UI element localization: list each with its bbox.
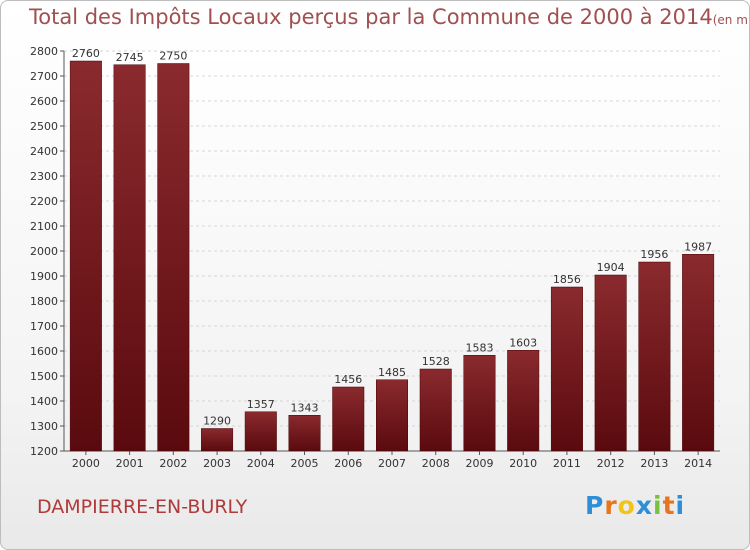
y-tick-label: 2600 [30,95,58,108]
y-tick-label: 2100 [30,220,58,233]
bar [550,286,583,452]
bar [376,379,408,452]
y-tick-label: 1600 [30,345,58,358]
y-tick-label: 1800 [30,295,58,308]
x-tick-label: 2001 [116,457,144,470]
logo-letter: t [662,491,676,520]
y-tick-label: 2700 [30,70,58,83]
x-tick-label: 2006 [334,457,362,470]
x-tick-label: 2000 [72,457,100,470]
bar [507,350,540,452]
bar-value-label: 1583 [465,341,493,354]
bar-value-label: 2760 [72,47,100,60]
bar-value-label: 1357 [247,398,275,411]
logo-letter: i [675,491,686,520]
y-tick-label: 2800 [30,45,58,58]
x-tick-label: 2002 [159,457,187,470]
bar-value-label: 1456 [334,373,362,386]
bar [201,428,234,452]
bar-value-label: 1856 [553,273,581,286]
bar [157,63,190,452]
logo-letter: o [617,491,636,520]
bar-value-label: 1290 [203,415,231,428]
x-tick-label: 2005 [291,457,319,470]
bar-value-label: 1343 [291,401,319,414]
x-tick-label: 2004 [247,457,275,470]
bar-value-label: 1987 [684,240,712,253]
y-tick-label: 1400 [30,395,58,408]
bar [244,411,277,452]
bar [463,355,496,452]
bar [332,386,365,452]
x-tick-label: 2011 [553,457,581,470]
bar-value-label: 1956 [640,248,668,261]
bar-value-label: 2745 [116,51,144,64]
y-tick-label: 2400 [30,145,58,158]
bar-value-label: 1528 [422,355,450,368]
logo-letter: x [635,491,653,520]
proxiti-logo: Proxiti [585,491,685,520]
y-tick-label: 1900 [30,270,58,283]
bar [419,368,452,452]
y-tick-label: 2300 [30,170,58,183]
bar [594,274,627,452]
x-tick-label: 2009 [465,457,493,470]
y-tick-label: 1500 [30,370,58,383]
x-tick-label: 2007 [378,457,406,470]
logo-letter: i [653,491,663,520]
bar-value-label: 1904 [597,261,625,274]
chart-title: Total des Impôts Locaux perçus par la Co… [29,5,750,29]
x-tick-label: 2014 [684,457,712,470]
logo-letter: P [585,491,605,520]
y-tick-label: 2000 [30,245,58,258]
y-tick-label: 2500 [30,120,58,133]
x-tick-label: 2012 [597,457,625,470]
y-tick-label: 2200 [30,195,58,208]
logo-letter: r [604,491,618,520]
x-tick-label: 2008 [422,457,450,470]
bar [682,254,715,452]
y-tick-label: 1700 [30,320,58,333]
bar-value-label: 1485 [378,366,406,379]
x-tick-label: 2003 [203,457,231,470]
commune-name: DAMPIERRE-EN-BURLY [37,496,248,518]
chart-unit: (en milliers d'€) [712,13,750,27]
bar [638,261,671,452]
bar-value-label: 1603 [509,336,537,349]
y-tick-label: 1300 [30,420,58,433]
x-tick-label: 2013 [640,457,668,470]
bar-value-label: 2750 [159,50,187,63]
bar [69,60,102,452]
bar [113,64,146,452]
x-tick-label: 2010 [509,457,537,470]
y-tick-label: 1200 [30,445,58,458]
chart-title-text: Total des Impôts Locaux perçus par la Co… [29,5,713,29]
bar [288,415,321,452]
